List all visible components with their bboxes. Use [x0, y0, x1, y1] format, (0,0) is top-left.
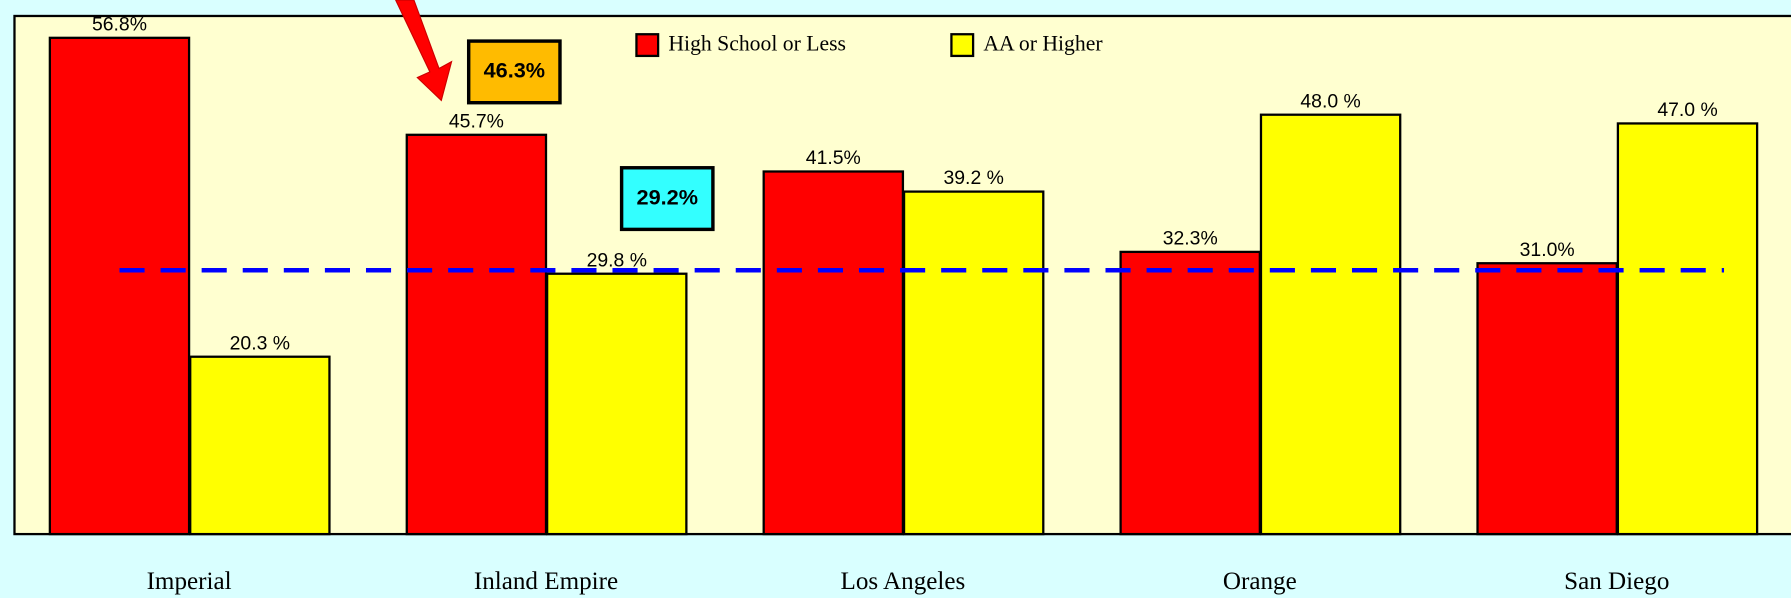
- data-label: 47.0 %: [1657, 99, 1717, 121]
- legend-label: High School or Less: [668, 32, 846, 56]
- bar: [48, 36, 191, 536]
- data-label: 20.3 %: [230, 332, 290, 354]
- data-label: 29.8 %: [587, 249, 647, 271]
- data-label: 45.7%: [449, 110, 504, 132]
- x-tick-label: Imperial: [147, 568, 232, 595]
- bar: [405, 133, 548, 536]
- arrow: [395, 0, 453, 102]
- data-label: 56.8%: [92, 13, 147, 35]
- bar: [902, 190, 1045, 536]
- bar: [762, 170, 905, 536]
- data-label: 48.0 %: [1300, 90, 1360, 112]
- x-tick-label: San Diego: [1564, 568, 1669, 595]
- legend-swatch: [950, 33, 975, 58]
- annotation: 29.2%: [637, 184, 698, 209]
- bar: [1616, 122, 1759, 536]
- data-label: 31.0%: [1520, 239, 1575, 261]
- bar: [1476, 262, 1618, 536]
- data-label: 41.5%: [806, 147, 861, 169]
- x-tick-label: Los Angeles: [841, 568, 966, 595]
- legend-swatch: [635, 33, 660, 58]
- data-label: 32.3%: [1163, 227, 1218, 249]
- bar: [1259, 113, 1402, 536]
- legend-label: AA or Higher: [983, 32, 1103, 56]
- bar: [1119, 250, 1261, 536]
- bar: [546, 272, 688, 536]
- annotation-box: [619, 166, 715, 232]
- annotation-box: [466, 39, 562, 105]
- annotation: 46.3%: [484, 58, 545, 83]
- bar: [189, 355, 331, 536]
- x-tick-label: Orange: [1223, 568, 1297, 595]
- x-tick-label: Inland Empire: [474, 568, 618, 595]
- data-label: 39.2 %: [943, 167, 1003, 189]
